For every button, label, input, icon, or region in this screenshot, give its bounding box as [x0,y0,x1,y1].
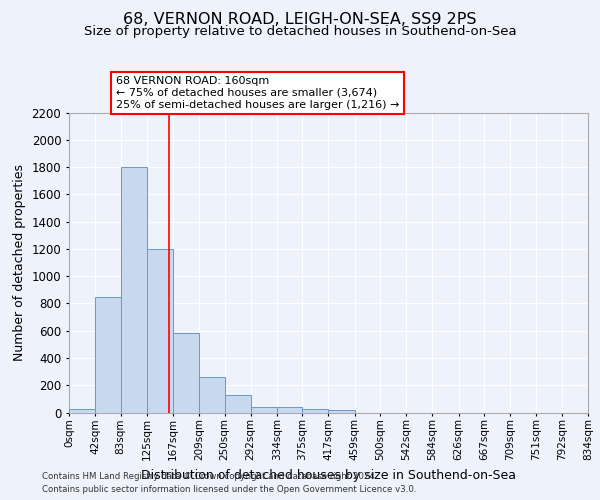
Bar [147,249,173,412]
Text: Contains public sector information licensed under the Open Government Licence v3: Contains public sector information licen… [42,485,416,494]
Text: 68 VERNON ROAD: 160sqm
← 75% of detached houses are smaller (3,674)
25% of semi-: 68 VERNON ROAD: 160sqm ← 75% of detached… [116,76,399,110]
Bar [302,409,329,412]
X-axis label: Distribution of detached houses by size in Southend-on-Sea: Distribution of detached houses by size … [141,468,516,481]
Bar [95,296,121,412]
Bar [173,334,199,412]
Text: 68, VERNON ROAD, LEIGH-ON-SEA, SS9 2PS: 68, VERNON ROAD, LEIGH-ON-SEA, SS9 2PS [123,12,477,28]
Y-axis label: Number of detached properties: Number of detached properties [13,164,26,361]
Bar [224,395,251,412]
Bar [199,377,224,412]
Text: Size of property relative to detached houses in Southend-on-Sea: Size of property relative to detached ho… [83,25,517,38]
Bar [121,167,147,412]
Bar [69,409,95,412]
Bar [277,407,302,412]
Bar [251,407,277,412]
Text: Contains HM Land Registry data © Crown copyright and database right 2024.: Contains HM Land Registry data © Crown c… [42,472,377,481]
Bar [329,410,355,412]
